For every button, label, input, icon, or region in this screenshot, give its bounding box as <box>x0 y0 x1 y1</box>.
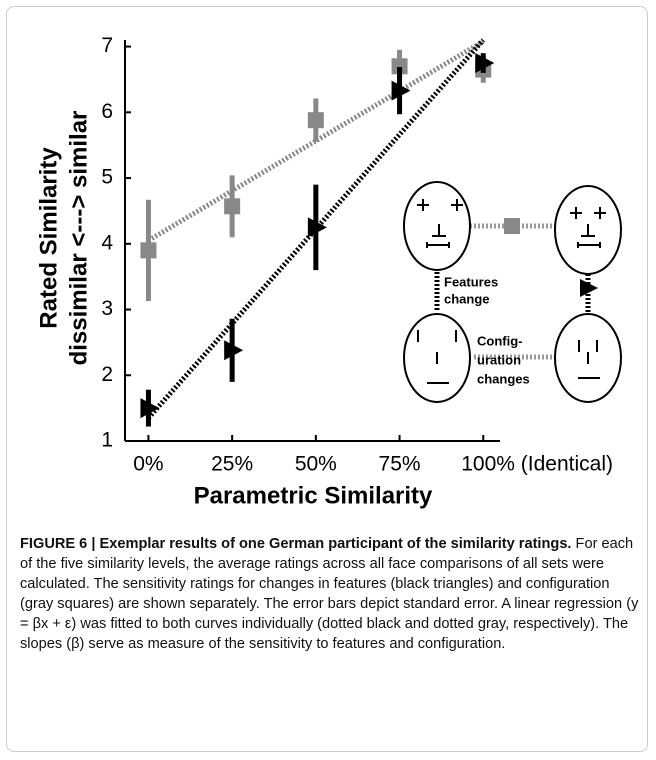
y-tick-label: 4 <box>101 231 113 254</box>
x-tick-label: 0% <box>133 453 163 476</box>
inset-label: Features <box>444 274 498 289</box>
inset-label: change <box>444 291 490 306</box>
inset-label: changes <box>477 371 530 386</box>
x-tick-label: 75% <box>379 453 421 476</box>
inset-label: Config- <box>477 333 522 348</box>
chart: 1 2 3 4 5 6 7 0% 25% 50% 75% 100% (Identical) Parame… <box>0 0 656 530</box>
caption-title: FIGURE 6 | Exemplar results of one Germa… <box>20 536 571 552</box>
y-axis-title: dissimilar <---> similar <box>65 111 92 366</box>
y-tick-label: 1 <box>101 429 113 452</box>
marker <box>224 198 240 214</box>
x-tick-label: 25% <box>211 453 253 476</box>
marker <box>308 112 324 128</box>
y-tick-label: 3 <box>101 297 113 320</box>
x-tick-label: 100% (Identical) <box>461 453 613 476</box>
x-tick-label: 50% <box>295 453 337 476</box>
inset-diagram: Features change Config- uration changes <box>404 182 621 402</box>
inset-label: uration <box>477 352 521 367</box>
y-tick-label: 7 <box>101 34 113 57</box>
y-tick-label: 5 <box>101 166 113 189</box>
y-axis-title: Rated Similarity <box>35 147 62 329</box>
marker <box>140 242 156 258</box>
y-tick-label: 2 <box>101 363 113 386</box>
caption-text: For each of the five similarity levels, … <box>20 536 638 652</box>
x-axis-title: Parametric Similarity <box>194 482 433 509</box>
y-tick-label: 6 <box>101 100 113 123</box>
caption: FIGURE 6 | Exemplar results of one Germa… <box>20 534 640 654</box>
